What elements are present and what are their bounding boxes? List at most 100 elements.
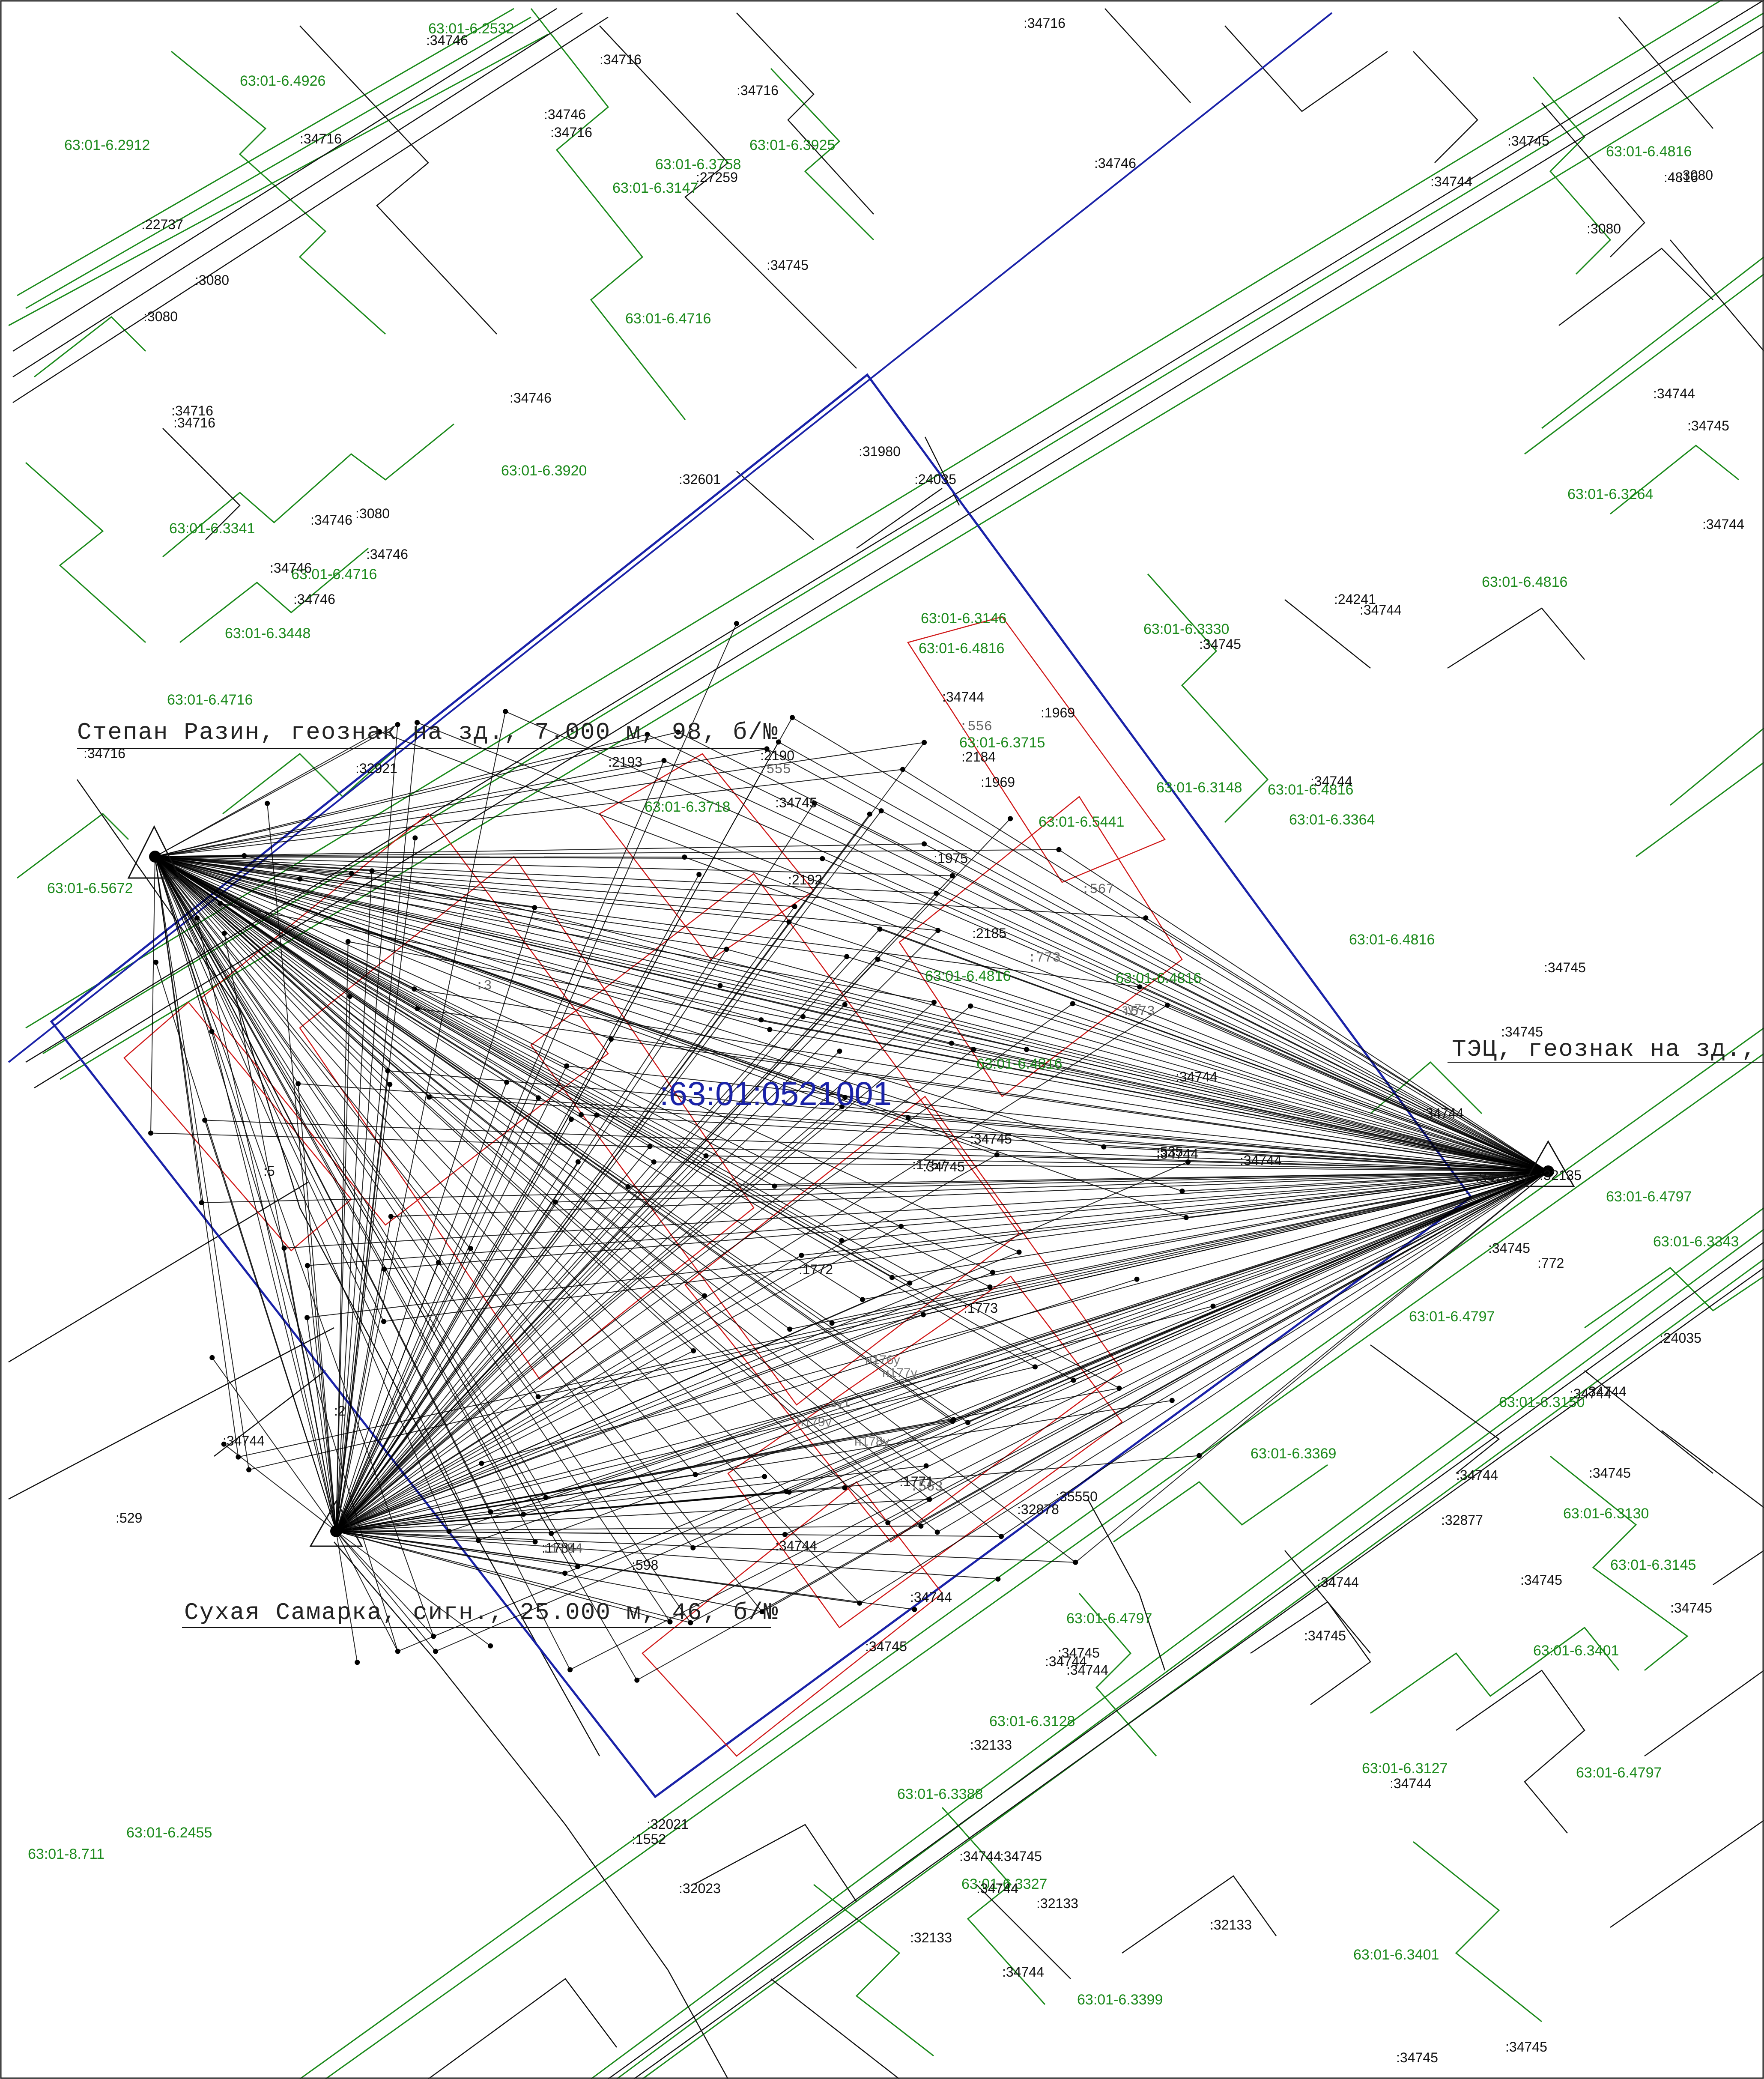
geodetic-ray bbox=[336, 1419, 954, 1532]
geodetic-ray bbox=[336, 1455, 1200, 1532]
survey-point bbox=[281, 1246, 287, 1251]
station-sukhaya-samarka[interactable] bbox=[309, 1500, 363, 1547]
parcel-number-label: :34744 bbox=[959, 1849, 1001, 1864]
geodetic-ray bbox=[155, 760, 664, 857]
cadastral-number-label: 63:01-6.4716 bbox=[167, 692, 253, 708]
geodetic-ray bbox=[1035, 1171, 1549, 1368]
station-stepan-razin[interactable] bbox=[127, 825, 181, 879]
survey-point bbox=[965, 1420, 970, 1425]
parcel-number-label: :1773 bbox=[964, 1300, 998, 1316]
parcel-number-label: :34745 bbox=[775, 795, 817, 810]
geodetic-ray bbox=[205, 1120, 1549, 1172]
parcel-number-label: :34744 bbox=[1240, 1153, 1282, 1168]
geodetic-ray bbox=[298, 1084, 337, 1532]
station-point-icon bbox=[1542, 1165, 1554, 1177]
geodetic-ray bbox=[155, 856, 860, 1604]
linework-layer bbox=[8, 0, 1764, 2079]
geodetic-ray bbox=[1058, 849, 1549, 1172]
geodetic-ray bbox=[155, 856, 1104, 1147]
cadastral-number-label: 63:01-6.3341 bbox=[169, 520, 255, 537]
station-tec[interactable] bbox=[1521, 1140, 1575, 1187]
parcel-number-label: :34744 bbox=[1360, 602, 1402, 618]
survey-point bbox=[549, 1531, 554, 1536]
parcel-number-label: :34745 bbox=[1507, 133, 1549, 149]
survey-point bbox=[839, 1238, 845, 1243]
survey-point bbox=[1056, 847, 1062, 852]
survey-point bbox=[218, 900, 223, 906]
survey-point bbox=[562, 1571, 568, 1576]
cadastral-number-label: 63:01-8.711 bbox=[28, 1846, 104, 1862]
line-feature bbox=[1618, 17, 1713, 129]
geodetic-ray bbox=[336, 1305, 1213, 1532]
parcel-boundary bbox=[17, 813, 129, 879]
survey-point-label: н179у bbox=[797, 1415, 832, 1429]
survey-point bbox=[776, 739, 781, 745]
survey-point bbox=[153, 959, 158, 965]
line-feature bbox=[599, 25, 857, 369]
line-feature bbox=[76, 779, 600, 1756]
survey-point bbox=[568, 1117, 574, 1122]
parcel-boundary bbox=[34, 316, 146, 378]
parcel-number-label: :32135 bbox=[1540, 1168, 1582, 1183]
survey-point bbox=[949, 1040, 954, 1046]
geodetic-ray bbox=[844, 1171, 1549, 1488]
survey-point bbox=[436, 1260, 441, 1265]
geodetic-ray bbox=[155, 856, 847, 957]
geodetic-ray bbox=[391, 1171, 1549, 1217]
geodetic-ray bbox=[155, 856, 654, 1162]
geodetic-ray bbox=[336, 1531, 691, 1623]
geodetic-ray bbox=[155, 742, 925, 857]
cadastral-number-label: 63:01-6.4816 bbox=[1606, 143, 1692, 160]
cadastral-number-label: 63:01-6.4816 bbox=[1482, 574, 1567, 590]
line-feature bbox=[770, 1978, 900, 2079]
geodetic-ray bbox=[842, 1171, 1549, 1241]
cadastral-number-label: 63:01-6.4816 bbox=[925, 968, 1011, 984]
cadastral-number-label: 63:01-6.3401 bbox=[1533, 1643, 1619, 1659]
geodetic-ray bbox=[551, 1171, 1549, 1534]
survey-point bbox=[792, 904, 797, 909]
parcel-number-label: :34746 bbox=[293, 591, 335, 607]
survey-parcel bbox=[642, 1481, 943, 1757]
cadastral-number-label: 63:01-6.4797 bbox=[1576, 1765, 1662, 1781]
geodetic-ray bbox=[155, 856, 990, 1287]
parcel-number-label: :2193 bbox=[608, 754, 642, 770]
geodetic-ray bbox=[636, 1171, 1549, 1681]
line-feature bbox=[1413, 51, 1478, 163]
parcel-number-label: :34745 bbox=[923, 1159, 965, 1174]
survey-point bbox=[867, 811, 872, 817]
geodetic-ray bbox=[155, 856, 535, 908]
geodetic-ray bbox=[336, 1531, 491, 1646]
geodetic-ray bbox=[307, 1171, 1549, 1318]
survey-point bbox=[844, 954, 850, 959]
geodetic-ray bbox=[155, 734, 648, 857]
parcel-number-label: :34745 bbox=[1520, 1572, 1562, 1588]
survey-point bbox=[265, 801, 270, 806]
survey-point bbox=[724, 947, 729, 952]
geodetic-ray bbox=[336, 1531, 578, 1567]
survey-point bbox=[236, 1454, 241, 1460]
parcel-number-label: :32133 bbox=[1210, 1917, 1252, 1933]
parcel-number-label: :34716 bbox=[300, 131, 342, 146]
survey-point bbox=[347, 994, 352, 999]
geodetic-ray bbox=[155, 769, 903, 857]
parcel-number-label: :3080 bbox=[143, 309, 178, 324]
parcel-boundary bbox=[1147, 574, 1269, 823]
parcel-number-label: :34744 bbox=[1422, 1105, 1464, 1121]
survey-point bbox=[209, 1355, 215, 1360]
geodetic-ray bbox=[336, 1003, 1073, 1532]
line-feature bbox=[1584, 1370, 1713, 1474]
survey-point-label: н177у bbox=[882, 1366, 917, 1380]
survey-point bbox=[1179, 1189, 1185, 1194]
survey-point bbox=[790, 715, 795, 720]
parcel-number-label: :34744 bbox=[942, 689, 984, 705]
parcel-number-label-gray: :556 bbox=[959, 719, 992, 735]
parcel-number-label: :34745 bbox=[970, 1131, 1012, 1147]
parcel-number-label: :34716 bbox=[1024, 15, 1066, 31]
survey-point bbox=[304, 1315, 310, 1320]
geodetic-ray bbox=[336, 1084, 391, 1532]
parcel-number-label: :3080 bbox=[195, 272, 229, 288]
line-feature bbox=[1122, 1875, 1277, 1954]
geodetic-ray bbox=[859, 1171, 1549, 1604]
